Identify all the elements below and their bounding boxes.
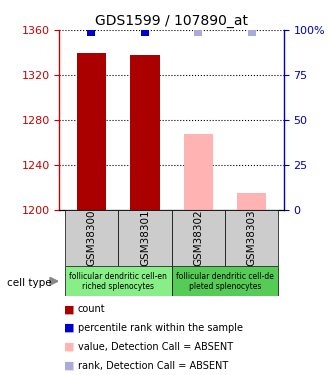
FancyBboxPatch shape xyxy=(118,210,172,266)
Text: cell type: cell type xyxy=(7,278,51,288)
Text: GSM38303: GSM38303 xyxy=(247,210,257,267)
Text: follicular dendritic cell-de
pleted splenocytes: follicular dendritic cell-de pleted sple… xyxy=(176,272,274,291)
FancyBboxPatch shape xyxy=(172,266,279,296)
Title: GDS1599 / 107890_at: GDS1599 / 107890_at xyxy=(95,13,248,28)
Text: rank, Detection Call = ABSENT: rank, Detection Call = ABSENT xyxy=(78,361,228,370)
Text: GSM38302: GSM38302 xyxy=(193,210,203,267)
Text: GSM38301: GSM38301 xyxy=(140,210,150,267)
Text: follicular dendritic cell-en
riched splenocytes: follicular dendritic cell-en riched sple… xyxy=(69,272,167,291)
Text: percentile rank within the sample: percentile rank within the sample xyxy=(78,323,243,333)
FancyBboxPatch shape xyxy=(65,210,118,266)
Bar xyxy=(130,55,160,210)
Text: value, Detection Call = ABSENT: value, Detection Call = ABSENT xyxy=(78,342,233,352)
Bar xyxy=(183,134,213,210)
FancyBboxPatch shape xyxy=(225,210,279,266)
Text: count: count xyxy=(78,304,105,314)
Text: GSM38300: GSM38300 xyxy=(86,210,96,266)
Bar xyxy=(237,193,266,210)
Text: ■: ■ xyxy=(64,304,75,314)
Bar xyxy=(77,53,106,210)
Text: ■: ■ xyxy=(64,323,75,333)
FancyBboxPatch shape xyxy=(65,266,172,296)
FancyBboxPatch shape xyxy=(172,210,225,266)
Text: ■: ■ xyxy=(64,361,75,370)
Text: ■: ■ xyxy=(64,342,75,352)
